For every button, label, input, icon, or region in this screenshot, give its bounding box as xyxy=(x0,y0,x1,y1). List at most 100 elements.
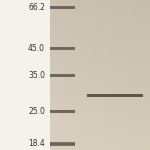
Bar xyxy=(138,0,140,150)
Bar xyxy=(68,0,70,150)
Bar xyxy=(50,101,150,103)
Bar xyxy=(50,47,75,50)
Bar xyxy=(71,0,73,150)
Bar xyxy=(108,0,110,150)
Bar xyxy=(101,0,103,150)
Bar xyxy=(50,107,150,109)
Bar xyxy=(50,28,150,30)
Bar xyxy=(50,77,150,79)
Bar xyxy=(90,0,91,150)
Bar xyxy=(60,0,61,150)
Bar xyxy=(87,94,142,96)
Bar xyxy=(50,128,150,129)
Bar xyxy=(133,0,135,150)
Bar xyxy=(61,0,63,150)
Bar xyxy=(50,66,150,68)
Bar xyxy=(86,0,88,150)
Bar xyxy=(50,105,150,107)
Bar xyxy=(118,0,120,150)
Bar xyxy=(50,79,150,81)
Bar xyxy=(50,2,150,4)
Bar xyxy=(50,86,150,88)
Bar xyxy=(50,68,150,69)
Bar xyxy=(145,0,147,150)
Bar xyxy=(143,0,145,150)
Bar xyxy=(50,99,150,101)
Bar xyxy=(50,58,150,60)
Bar xyxy=(50,129,150,131)
Bar xyxy=(87,94,142,97)
Text: 35.0: 35.0 xyxy=(28,71,45,80)
Bar xyxy=(50,64,150,66)
Bar xyxy=(50,38,150,39)
Bar xyxy=(56,0,58,150)
Bar xyxy=(50,73,150,75)
Bar xyxy=(50,142,75,146)
Bar xyxy=(50,8,150,9)
Bar xyxy=(122,0,123,150)
Bar xyxy=(58,0,60,150)
Bar xyxy=(50,92,150,94)
Bar xyxy=(75,0,76,150)
Bar xyxy=(93,0,95,150)
Bar xyxy=(50,71,150,73)
Bar xyxy=(50,24,150,26)
Bar xyxy=(65,0,66,150)
Bar xyxy=(50,143,75,145)
Bar xyxy=(50,75,150,77)
Text: 25.0: 25.0 xyxy=(28,107,45,116)
Bar xyxy=(50,47,150,49)
Bar xyxy=(51,0,53,150)
Bar xyxy=(50,110,75,112)
Bar xyxy=(95,0,96,150)
Bar xyxy=(50,111,75,112)
Bar xyxy=(50,21,150,22)
Bar xyxy=(50,32,150,34)
Bar xyxy=(85,0,86,150)
Bar xyxy=(80,0,81,150)
Bar xyxy=(50,96,150,98)
Bar xyxy=(50,4,150,6)
Bar xyxy=(50,19,150,21)
Bar xyxy=(81,0,83,150)
Bar xyxy=(50,122,150,124)
Bar xyxy=(50,9,150,11)
Bar xyxy=(50,110,75,113)
Bar xyxy=(50,148,150,150)
Bar xyxy=(50,94,150,96)
Bar xyxy=(50,39,150,41)
Bar xyxy=(50,137,150,139)
Bar xyxy=(50,22,150,24)
Bar xyxy=(50,131,150,133)
Bar xyxy=(111,0,113,150)
Bar xyxy=(50,0,150,2)
Bar xyxy=(50,54,150,56)
Bar xyxy=(70,0,71,150)
Bar xyxy=(50,34,150,36)
Bar xyxy=(130,0,132,150)
Bar xyxy=(50,13,150,15)
Bar xyxy=(50,116,150,118)
Bar xyxy=(50,124,150,126)
Bar xyxy=(50,7,75,8)
Bar xyxy=(50,144,150,146)
Text: 45.0: 45.0 xyxy=(28,44,45,53)
Bar xyxy=(125,0,127,150)
Bar xyxy=(50,41,150,43)
Bar xyxy=(96,0,98,150)
Bar xyxy=(50,45,150,47)
Bar xyxy=(135,0,137,150)
Bar xyxy=(50,103,150,105)
Bar xyxy=(50,90,150,92)
Bar xyxy=(63,0,65,150)
Bar xyxy=(137,0,138,150)
Bar xyxy=(50,6,75,9)
Bar xyxy=(50,56,150,58)
Bar xyxy=(50,84,150,86)
Bar xyxy=(50,126,150,127)
Bar xyxy=(50,47,75,50)
Bar xyxy=(50,49,150,51)
Bar xyxy=(76,0,78,150)
Bar xyxy=(91,0,93,150)
Bar xyxy=(120,0,122,150)
